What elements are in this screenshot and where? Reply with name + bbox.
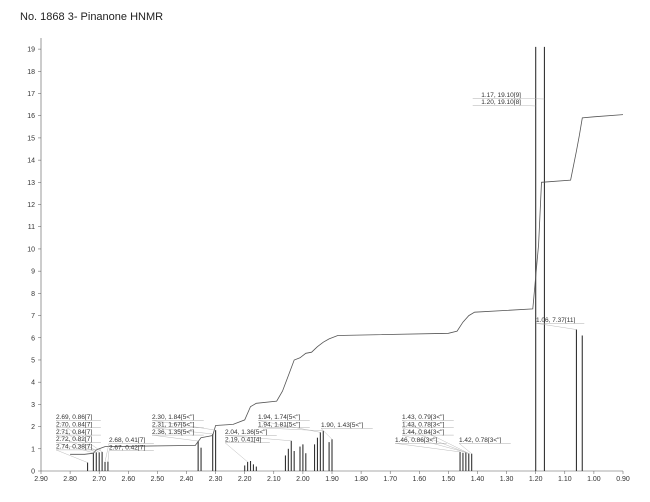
y-tick-label: 15 bbox=[27, 135, 35, 142]
x-tick-label: 1.90 bbox=[325, 476, 339, 483]
annotation-leader bbox=[224, 435, 292, 442]
peak-annotation-label: 1.46, 0.86[3<"] bbox=[395, 437, 437, 444]
y-tick-label: 2 bbox=[31, 424, 35, 431]
peak-annotation-label: 2.67, 0.42[7] bbox=[109, 444, 145, 451]
peak-annotation-label: 1.94, 1.74[5<"] bbox=[258, 414, 300, 421]
x-tick-label: 2.20 bbox=[238, 476, 252, 483]
y-tick-label: 16 bbox=[27, 113, 35, 120]
annotation-leader bbox=[257, 427, 324, 432]
peak-annotation-label: 2.31, 1.67[5<"] bbox=[152, 421, 194, 428]
peak-annotation-label: 1.43, 0.78[3<"] bbox=[402, 421, 444, 428]
x-tick-label: 2.60 bbox=[121, 476, 135, 483]
peak-annotation-label: 2.74, 0.38[7] bbox=[56, 444, 92, 451]
annotation-leader bbox=[401, 427, 469, 454]
annotation-leader bbox=[55, 434, 97, 453]
peak-annotation-label: 2.36, 1.35[5<"] bbox=[152, 429, 194, 436]
annotation-leader bbox=[104, 443, 110, 462]
peak-annotation-label: 1.42, 0.78[3<"] bbox=[459, 437, 501, 444]
y-tick-label: 19 bbox=[27, 47, 35, 54]
annotation-leader bbox=[520, 98, 545, 100]
x-tick-label: 1.60 bbox=[412, 476, 426, 483]
x-tick-label: 2.00 bbox=[296, 476, 310, 483]
y-tick-label: 14 bbox=[27, 158, 35, 165]
annotation-leader bbox=[224, 442, 248, 463]
annotation-leader bbox=[55, 420, 103, 453]
x-tick-label: 1.20 bbox=[529, 476, 543, 483]
peak-annotations: 2.69, 0.86[7]2.70, 0.84[7]2.71, 0.84[7]2… bbox=[55, 92, 585, 463]
y-tick-label: 12 bbox=[27, 202, 35, 209]
y-tick-label: 4 bbox=[31, 380, 35, 387]
annotation-leader bbox=[520, 105, 536, 107]
annotation-leader bbox=[401, 434, 466, 453]
y-tick-label: 10 bbox=[27, 246, 35, 253]
x-tick-label: 1.70 bbox=[383, 476, 397, 483]
x-tick-label: 2.40 bbox=[180, 476, 194, 483]
peak-annotation-label: 1.20, 19.10[8] bbox=[481, 99, 521, 106]
peak-annotation-label: 2.04, 1.36[5<"] bbox=[225, 429, 267, 436]
peak-annotation-label: 2.72, 0.82[7] bbox=[56, 436, 92, 443]
peak-annotation-label: 1.17, 19.10[9] bbox=[481, 92, 521, 99]
annotation-leader bbox=[151, 427, 213, 435]
peak-annotation-label: 2.30, 1.84[5<"] bbox=[152, 414, 194, 421]
annotation-leader bbox=[394, 443, 461, 453]
y-tick-label: 5 bbox=[31, 357, 35, 364]
x-tick-label: 1.40 bbox=[471, 476, 485, 483]
peak-annotation-label: 2.70, 0.84[7] bbox=[56, 421, 92, 428]
y-tick-label: 8 bbox=[31, 291, 35, 298]
annotation-leader bbox=[107, 450, 110, 462]
peak-annotation-label: 1.90, 1.43[5<"] bbox=[321, 422, 363, 429]
integral-curve bbox=[70, 114, 624, 455]
y-tick-label: 3 bbox=[31, 402, 35, 409]
x-tick-label: 1.10 bbox=[558, 476, 572, 483]
annotation-leader bbox=[55, 427, 100, 453]
annotation-leader bbox=[401, 420, 469, 454]
integral-line bbox=[70, 114, 624, 455]
annotation-leader bbox=[55, 442, 94, 453]
x-tick-label: 2.50 bbox=[151, 476, 165, 483]
annotation-leader bbox=[320, 428, 333, 440]
peak-annotation-label: 2.19, 0.41[4] bbox=[225, 436, 261, 443]
x-tick-label: 2.30 bbox=[209, 476, 223, 483]
y-tick-label: 11 bbox=[28, 224, 35, 231]
peak-annotation-label: 1.94, 1.81[5<"] bbox=[258, 421, 300, 428]
x-tick-label: 2.80 bbox=[63, 476, 77, 483]
x-tick-label: 2.10 bbox=[267, 476, 281, 483]
peak-annotation-label: 2.69, 0.86[7] bbox=[56, 414, 92, 421]
y-tick-label: 13 bbox=[27, 180, 35, 187]
y-tick-label: 18 bbox=[27, 69, 35, 76]
y-tick-label: 6 bbox=[31, 335, 35, 342]
x-tick-label: 1.80 bbox=[354, 476, 368, 483]
annotation-leader bbox=[151, 434, 199, 442]
annotation-leader bbox=[55, 449, 88, 463]
y-tick-label: 1 bbox=[31, 446, 35, 453]
annotation-leader bbox=[458, 443, 472, 454]
x-tick-label: 2.70 bbox=[92, 476, 106, 483]
y-tick-label: 9 bbox=[31, 269, 35, 276]
peak-annotation-label: 2.71, 0.84[7] bbox=[56, 429, 92, 436]
peak-series bbox=[87, 46, 583, 471]
y-tick-label: 17 bbox=[27, 91, 35, 98]
annotation-leader bbox=[535, 323, 577, 330]
x-tick-label: 2.90 bbox=[34, 476, 48, 483]
annotation-leader bbox=[151, 420, 216, 431]
y-tick-label: 0 bbox=[31, 469, 35, 476]
peak-annotation-label: 2.68, 0.41[7] bbox=[109, 437, 145, 444]
y-tick-label: 7 bbox=[31, 313, 35, 320]
x-tick-label: 0.90 bbox=[616, 476, 630, 483]
x-tick-label: 1.00 bbox=[587, 476, 601, 483]
x-tick-label: 1.30 bbox=[500, 476, 514, 483]
x-tick-label: 1.50 bbox=[442, 476, 456, 483]
peak-annotation-label: 1.06, 7.37[11] bbox=[536, 317, 575, 324]
peak-annotation-label: 1.44, 0.84[3<"] bbox=[402, 429, 444, 436]
peak-annotation-label: 1.43, 0.79[3<"] bbox=[402, 414, 444, 421]
chart-title: No. 1868 3- Pinanone HNMR bbox=[20, 11, 163, 23]
